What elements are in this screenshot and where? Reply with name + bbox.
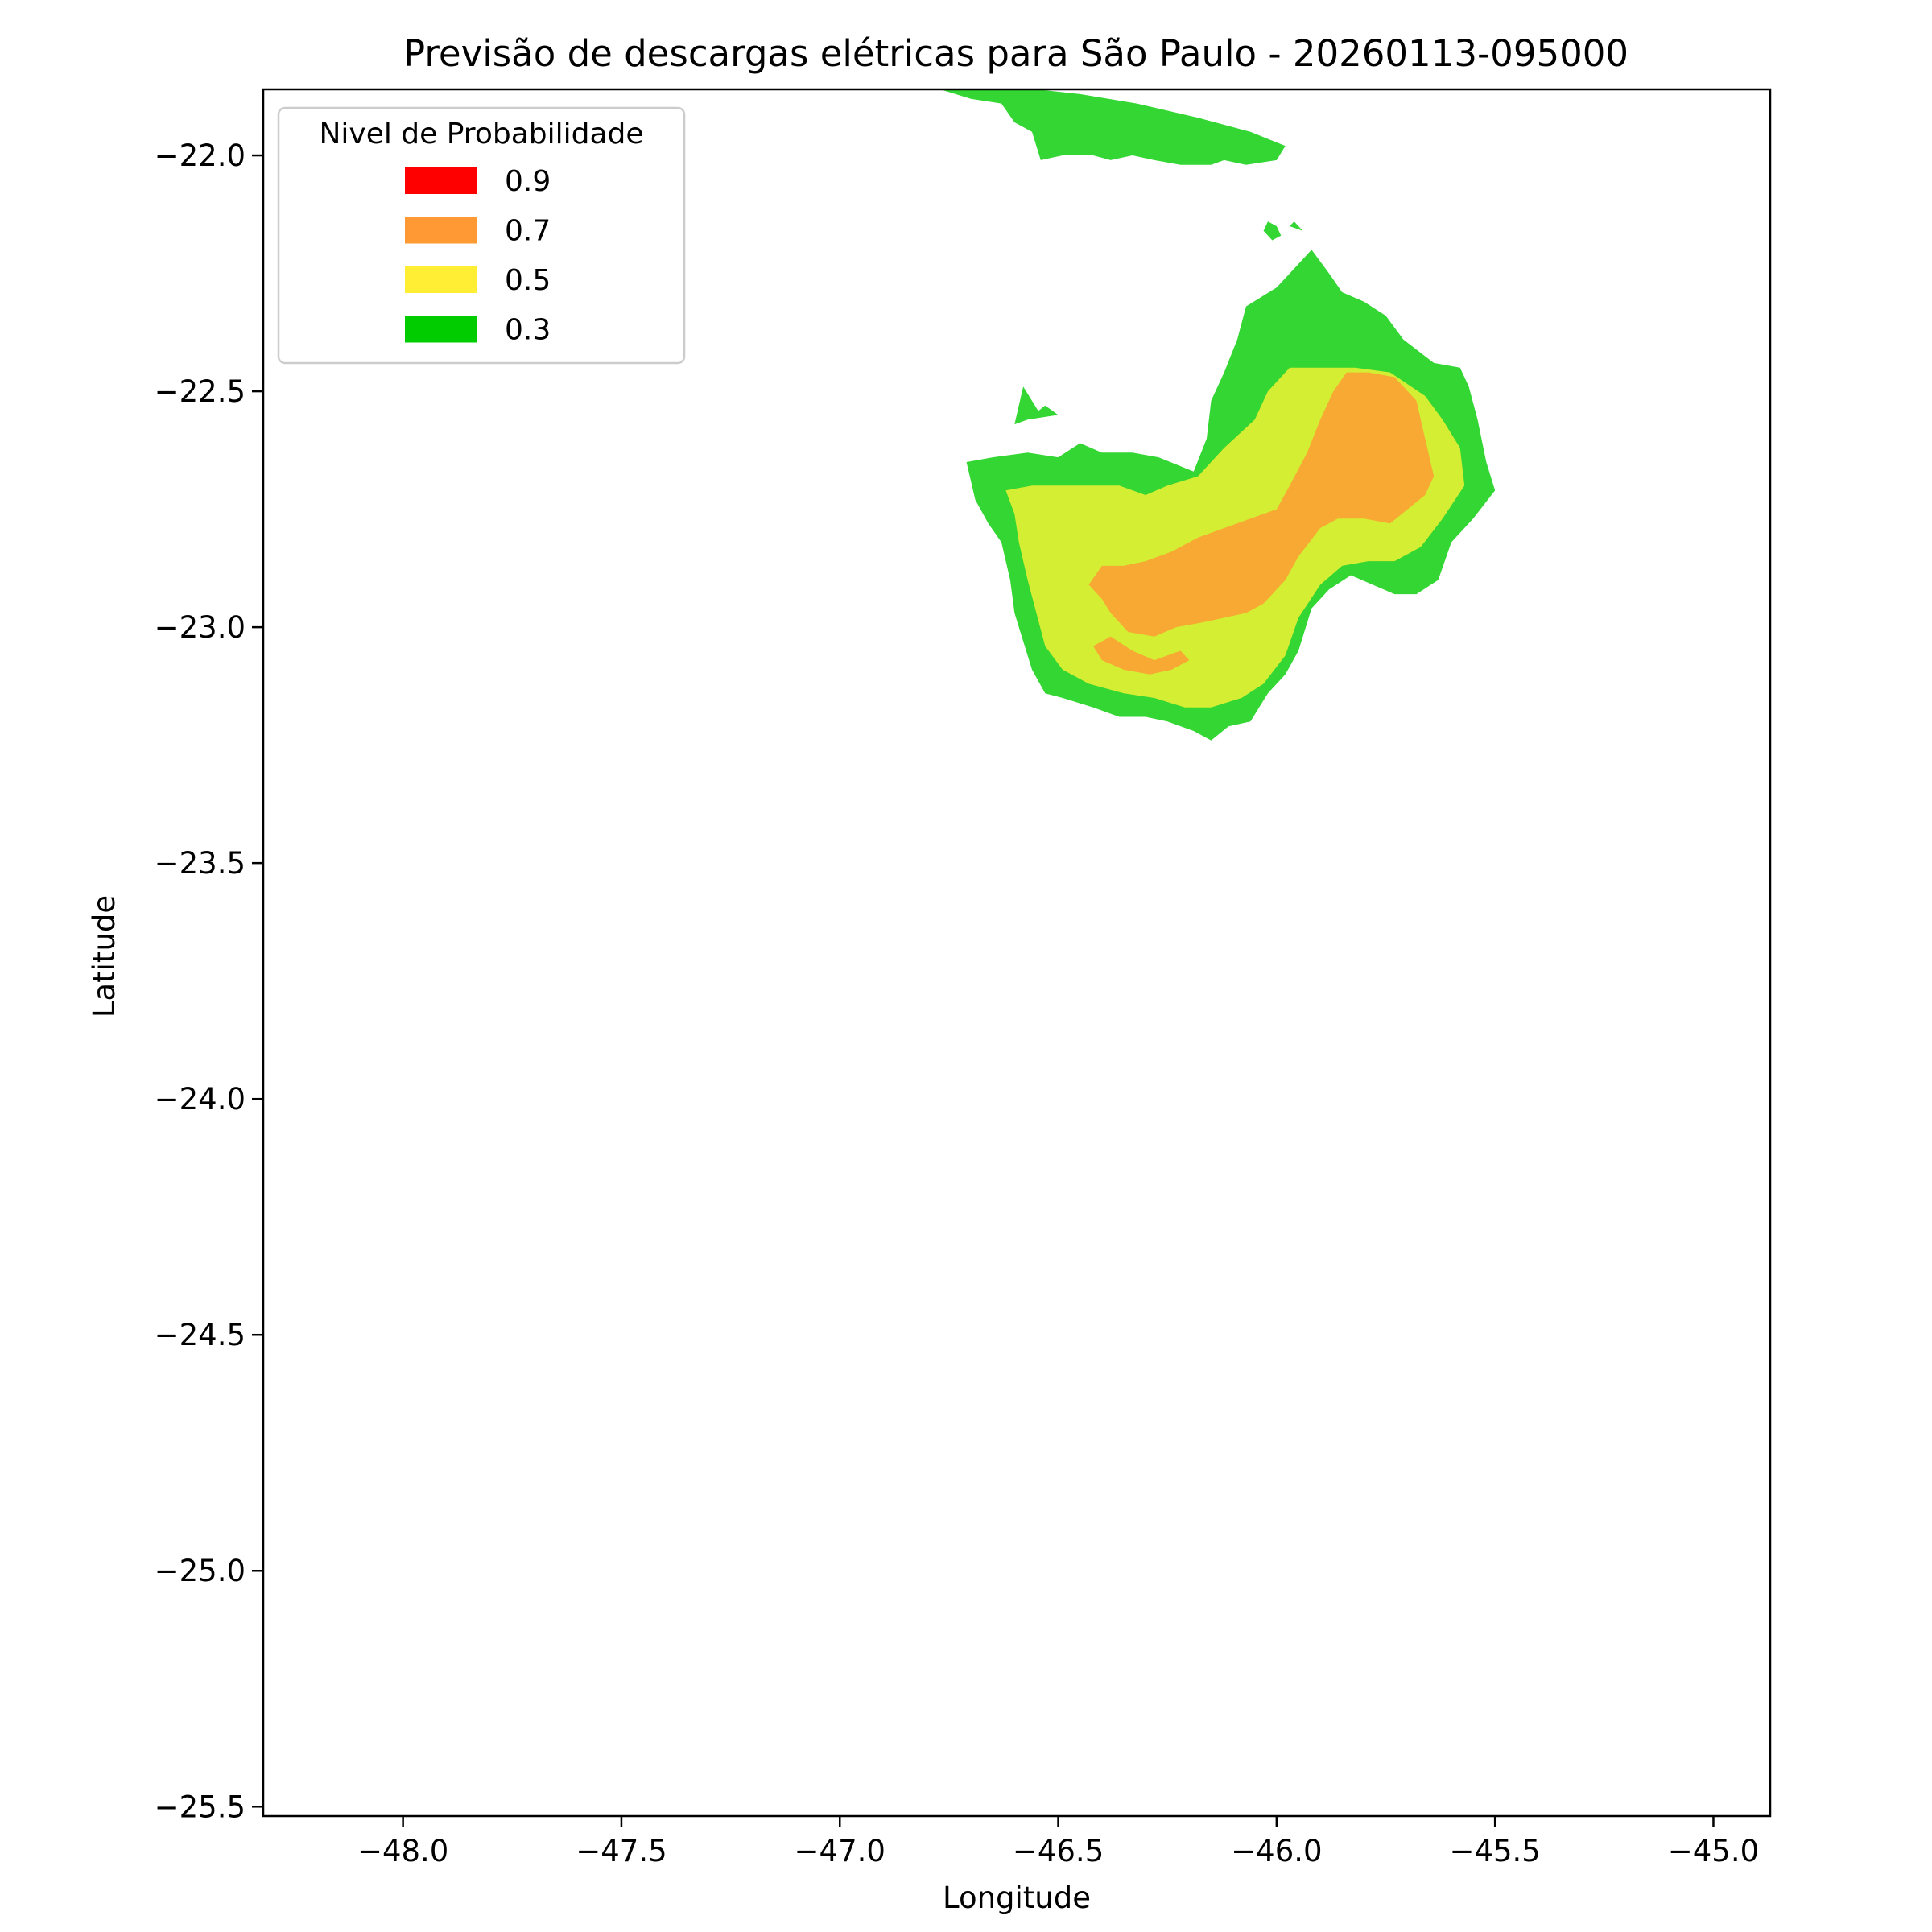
y-axis: −22.0 −22.5 −23.0 −23.5 −24.0 −24.5 −25.0 −25.5 — [155, 138, 263, 1824]
legend-box — [277, 106, 686, 365]
legend-swatch-0.7 — [405, 217, 477, 244]
legend-swatch-0.9 — [405, 167, 477, 194]
legend-label-0.9: 0.9 — [505, 165, 551, 198]
contour-region-0.3-2 — [1290, 221, 1303, 231]
x-axis-label: Longitude — [943, 1880, 1091, 1915]
x-tick-label: −48.0 — [357, 1834, 448, 1868]
legend-label-0.5: 0.5 — [505, 264, 551, 297]
contour-region-0.3-0 — [940, 89, 1286, 165]
plot-area — [262, 88, 1772, 1818]
y-tick-label: −24.0 — [155, 1082, 246, 1117]
legend-swatch-0.5 — [405, 266, 477, 293]
x-tick-label: −47.5 — [576, 1834, 667, 1868]
legend-title: Nivel de Probabilidade — [319, 118, 643, 151]
chart-title: Previsão de descargas elétricas para São… — [403, 32, 1629, 75]
legend-label-0.7: 0.7 — [505, 215, 551, 248]
y-tick-label: −23.0 — [155, 610, 246, 645]
y-tick-label: −24.5 — [155, 1318, 246, 1352]
legend-label-0.3: 0.3 — [505, 314, 551, 347]
x-tick-label: −46.0 — [1231, 1834, 1322, 1868]
x-tick-label: −46.5 — [1013, 1834, 1104, 1868]
contour-region-0.3-1 — [1263, 221, 1282, 241]
x-tick-label: −47.0 — [795, 1834, 886, 1868]
legend-entries: 0.9 0.7 0.5 0.3 — [405, 165, 551, 347]
y-tick-label: −22.5 — [155, 374, 246, 409]
contour-region-0.3-4 — [1014, 386, 1041, 425]
y-tick-label: −23.5 — [155, 846, 246, 881]
x-axis: −48.0 −47.5 −47.0 −46.5 −46.0 −45.5 −45.0 — [357, 1816, 1759, 1868]
y-axis-label: Latitude — [87, 895, 122, 1018]
axes-frame — [262, 88, 1772, 1818]
x-tick-label: −45.5 — [1449, 1834, 1540, 1868]
x-tick-label: −45.0 — [1668, 1834, 1759, 1868]
contour-regions — [940, 89, 1496, 741]
contour-region-0.7-8 — [1093, 636, 1190, 675]
legend-swatch-0.3 — [405, 316, 477, 343]
contour-region-0.7-7 — [1088, 372, 1435, 637]
legend: Nivel de Probabilidade 0.9 0.7 0.5 0.3 — [277, 106, 686, 365]
y-tick-label: −25.0 — [155, 1554, 246, 1588]
y-tick-label: −22.0 — [155, 138, 246, 173]
y-tick-label: −25.5 — [155, 1790, 246, 1824]
